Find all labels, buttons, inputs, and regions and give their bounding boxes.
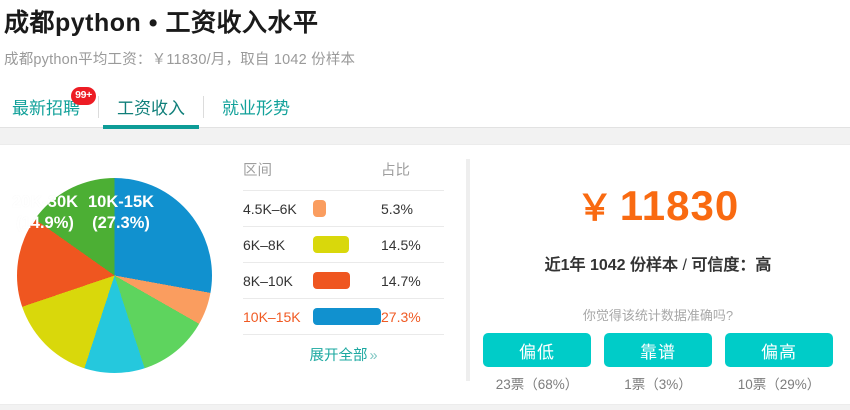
bar-cell (313, 226, 381, 263)
currency-symbol: ￥ (576, 187, 614, 228)
poll-button-2[interactable]: 靠谱 (604, 333, 712, 367)
panel-divider (466, 159, 470, 381)
percent-cell: 27.3% (381, 298, 444, 335)
pie-chart: 20K-30K (14.9%) 10K-15K (27.3%) (0, 145, 225, 396)
poll-votes: 10票（29%） (737, 377, 821, 392)
bottom-strip (0, 404, 850, 410)
tab-salary-income[interactable]: 工资收入 (99, 99, 203, 129)
percent-cell: 14.7% (381, 262, 444, 299)
tab-employment-trend-label: 就业形势 (222, 99, 290, 118)
distribution-panel: 20K-30K (14.9%) 10K-15K (27.3%) 区间 占比 4.… (0, 145, 466, 396)
poll-button-3[interactable]: 偏高 (725, 333, 833, 367)
poll-option: 靠谱 1票（3%） (604, 333, 712, 393)
section-separator (0, 127, 850, 145)
poll-button-1[interactable]: 偏低 (483, 333, 591, 367)
bar-cell (313, 298, 381, 335)
tab-latest-jobs-label: 最新招聘 (12, 99, 80, 118)
percent-cell: 5.3% (381, 190, 444, 227)
bar-cell (313, 190, 381, 227)
range-cell: 8K–10K (243, 262, 314, 299)
tabbar: 最新招聘 99+ 工资收入 就业形势 (0, 83, 850, 129)
range-cell: 6K–8K (243, 226, 314, 263)
poll-option: 偏低 23票（68%） (483, 333, 591, 393)
column-header-range: 区间 (243, 163, 272, 179)
sample-info: 近1年 1042 份样本 / 可信度：高 (544, 257, 772, 274)
poll-votes: 1票（3%） (624, 377, 692, 392)
distribution-table-wrap: 区间 占比 4.5K–6K 5.3% 6K–8K 14.5% 8K–10K 14.7% 10… (225, 145, 466, 396)
poll-options: 偏低 23票（68%） 靠谱 1票（3%） 偏高 10票（29%） (466, 333, 850, 393)
summary-panel: ￥ 11830 近1年 1042 份样本 / 可信度：高 你觉得该统计数据准确吗?… (466, 145, 850, 396)
tab-salary-income-label: 工资收入 (117, 99, 185, 118)
tab-employment-trend[interactable]: 就业形势 (204, 100, 308, 127)
tab-divider (98, 96, 99, 118)
distribution-bar (313, 200, 326, 217)
distribution-table: 区间 占比 4.5K–6K 5.3% 6K–8K 14.5% 8K–10K 14.7% 10… (243, 159, 444, 374)
range-cell: 4.5K–6K (243, 190, 314, 227)
tab-divider (203, 96, 204, 118)
poll-option: 偏高 10票（29%） (725, 333, 833, 393)
distribution-bar (313, 272, 350, 289)
table-header-row: 区间 占比 (243, 159, 444, 191)
distribution-bar (313, 236, 350, 253)
expand-all-link[interactable]: 展开全部» (309, 348, 378, 364)
poll-votes: 23票（68%） (495, 377, 579, 392)
pie-chart-disc (17, 178, 212, 373)
table-row[interactable]: 4.5K–6K 5.3% (243, 190, 444, 227)
table-row[interactable]: 10K–15K 27.3% (243, 298, 444, 335)
table-row[interactable]: 6K–8K 14.5% (243, 226, 444, 263)
table-footer-row: 展开全部» (243, 334, 444, 374)
percent-cell: 14.5% (381, 226, 444, 263)
salary-content: 20K-30K (14.9%) 10K-15K (27.3%) 区间 占比 4.… (0, 145, 850, 396)
distribution-bar (313, 308, 381, 325)
poll-question: 你觉得该统计数据准确吗? (582, 308, 734, 323)
bar-cell (313, 262, 381, 299)
page-subtitle: 成都python平均工资：￥11830/月，取自 1042 份样本 (4, 52, 356, 68)
table-row[interactable]: 8K–10K 14.7% (243, 262, 444, 299)
page-title: 成都python • 工资收入水平 (4, 9, 319, 37)
range-cell: 10K–15K (243, 298, 314, 335)
average-salary-value: ￥ 11830 (466, 157, 850, 227)
salary-amount: 11830 (619, 182, 740, 229)
notification-badge: 99+ (71, 87, 96, 105)
column-header-pct: 占比 (381, 163, 410, 179)
tab-latest-jobs[interactable]: 最新招聘 99+ (4, 87, 98, 127)
